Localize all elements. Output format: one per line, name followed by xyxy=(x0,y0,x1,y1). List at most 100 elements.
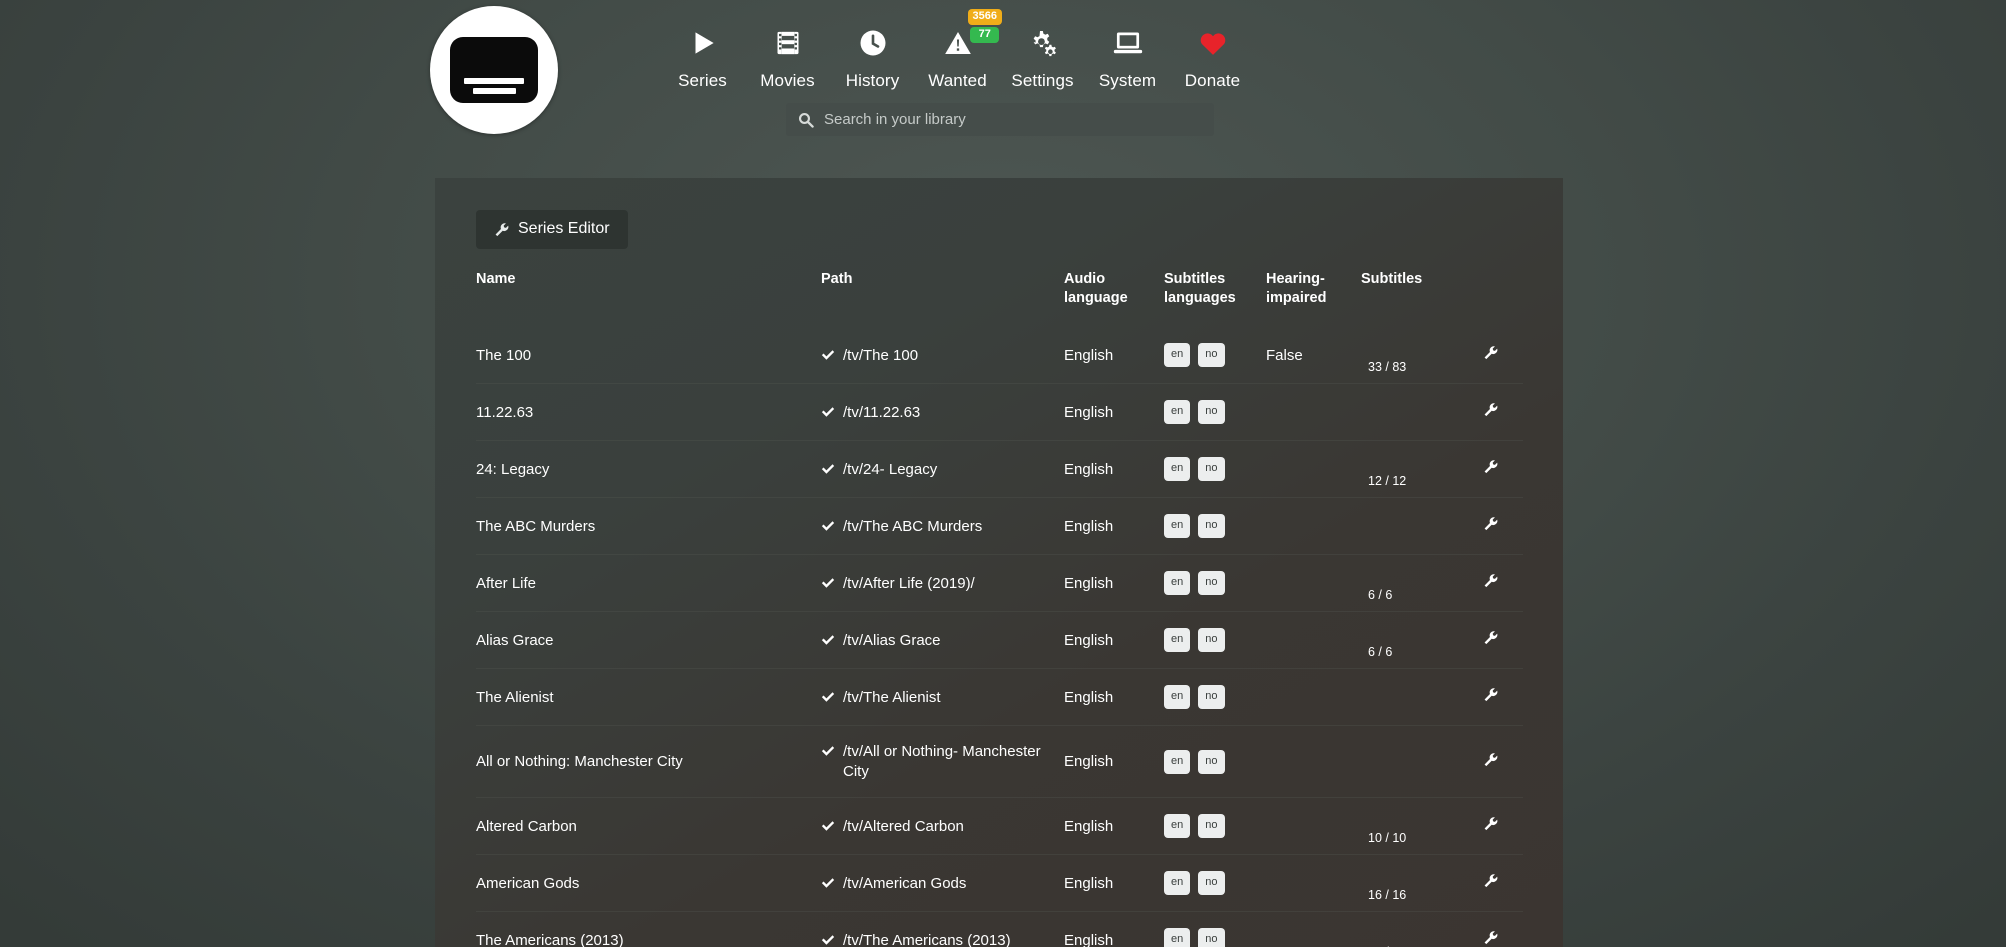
wrench-icon[interactable] xyxy=(1483,459,1498,474)
cell-subtitles-languages: en no xyxy=(1164,327,1266,384)
cell-series-name[interactable]: All or Nothing: Manchester City xyxy=(476,725,821,798)
table-row[interactable]: American Gods/tv/American Gods English en n… xyxy=(476,854,1523,912)
check-icon xyxy=(821,690,835,704)
cell-row-action[interactable] xyxy=(1483,497,1523,555)
table-row[interactable]: All or Nothing: Manchester City/tv/All o… xyxy=(476,725,1523,798)
series-name-link[interactable]: All or Nothing: Manchester City xyxy=(476,753,683,770)
series-name-link[interactable]: After Life xyxy=(476,574,537,592)
cell-series-name[interactable]: The 100 xyxy=(476,327,821,384)
nav-item-system[interactable]: System xyxy=(1085,16,1170,91)
series-name-link[interactable]: 11.22.63 xyxy=(476,403,534,421)
cell-audio-language: English xyxy=(1064,497,1164,555)
wrench-icon[interactable] xyxy=(1483,752,1498,767)
wrench-icon[interactable] xyxy=(1483,687,1498,702)
cell-row-action[interactable] xyxy=(1483,797,1523,855)
language-pill-group: en no xyxy=(1164,400,1266,425)
cell-series-name[interactable]: American Gods xyxy=(476,854,821,912)
app-logo[interactable] xyxy=(430,6,558,134)
nav-item-series[interactable]: Series xyxy=(660,16,745,91)
cell-series-name[interactable]: Altered Carbon xyxy=(476,797,821,855)
cell-subtitles-languages: en no xyxy=(1164,554,1266,612)
table-row[interactable]: The Alienist/tv/The Alienist English en no xyxy=(476,668,1523,726)
series-name-link[interactable]: American Gods xyxy=(476,874,580,892)
cell-subtitles-languages: en no xyxy=(1164,611,1266,669)
language-pill: en xyxy=(1164,400,1191,425)
cell-subtitles-progress: 43 / 75 xyxy=(1361,911,1483,947)
cell-row-action[interactable] xyxy=(1483,327,1523,384)
nav-item-settings[interactable]: Settings xyxy=(1000,16,1085,91)
search-bar[interactable] xyxy=(786,103,1214,136)
check-icon xyxy=(821,933,835,947)
check-icon xyxy=(821,633,835,647)
cell-hearing-impaired xyxy=(1266,854,1361,912)
column-header-subtitles-languages[interactable]: Subtitles languages xyxy=(1164,271,1236,307)
wrench-icon[interactable] xyxy=(1483,873,1498,888)
language-pill: no xyxy=(1198,514,1225,539)
table-row[interactable]: After Life/tv/After Life (2019)/ English e… xyxy=(476,554,1523,612)
cell-row-action[interactable] xyxy=(1483,854,1523,912)
series-name-link[interactable]: The Alienist xyxy=(476,688,554,706)
cell-row-action[interactable] xyxy=(1483,383,1523,441)
nav-item-wanted[interactable]: 3566 77 Wanted xyxy=(915,9,1002,91)
nav-label-series: Series xyxy=(678,71,727,90)
series-name-link[interactable]: The Americans (2013) xyxy=(476,931,624,947)
cell-row-action[interactable] xyxy=(1483,911,1523,947)
nav-item-donate[interactable]: Donate xyxy=(1170,16,1255,91)
check-icon xyxy=(821,576,835,590)
column-header-name[interactable]: Name xyxy=(476,271,516,287)
series-editor-button[interactable]: Series Editor xyxy=(476,210,628,249)
cell-subtitles-languages: en no xyxy=(1164,854,1266,912)
cell-subtitles-languages: en no xyxy=(1164,911,1266,947)
cell-audio-language: English xyxy=(1064,911,1164,947)
cell-series-name[interactable]: The Alienist xyxy=(476,668,821,726)
series-name-link[interactable]: Alias Grace xyxy=(476,631,554,649)
badge-wanted-episodes: 3566 xyxy=(967,9,1002,25)
cell-series-name[interactable]: Alias Grace xyxy=(476,611,821,669)
wrench-icon xyxy=(494,222,509,237)
wrench-icon[interactable] xyxy=(1483,345,1498,360)
cell-path: /tv/11.22.63 xyxy=(821,383,1064,441)
language-pill: en xyxy=(1164,457,1191,482)
nav-item-history[interactable]: History xyxy=(830,16,915,91)
cell-series-name[interactable]: The ABC Murders xyxy=(476,497,821,555)
table-row[interactable]: The 100/tv/The 100EnglishennoFalse33 / 8… xyxy=(476,327,1523,384)
wrench-icon[interactable] xyxy=(1483,573,1498,588)
search-input[interactable] xyxy=(824,111,1202,128)
column-header-subtitles[interactable]: Subtitles xyxy=(1361,271,1423,287)
cell-row-action[interactable] xyxy=(1483,440,1523,498)
series-name-link[interactable]: The ABC Murders xyxy=(476,517,596,535)
language-pill-group: en no xyxy=(1164,928,1266,947)
language-pill-group: en no xyxy=(1164,871,1266,896)
wrench-icon[interactable] xyxy=(1483,516,1498,531)
nav-item-movies[interactable]: Movies xyxy=(745,16,830,91)
table-row[interactable]: The ABC Murders/tv/The ABC Murders Englis… xyxy=(476,497,1523,555)
series-name-link[interactable]: 24: Legacy xyxy=(476,460,550,478)
table-row[interactable]: 11.22.63/tv/11.22.63 English en no xyxy=(476,383,1523,441)
cell-series-name[interactable]: 24: Legacy xyxy=(476,440,821,498)
cell-row-action[interactable] xyxy=(1483,668,1523,726)
column-header-hearing-impaired[interactable]: Hearing-impaired xyxy=(1266,271,1327,307)
cell-row-action[interactable] xyxy=(1483,554,1523,612)
series-name-link[interactable]: The 100 xyxy=(476,346,532,364)
wrench-icon[interactable] xyxy=(1483,816,1498,831)
cell-row-action[interactable] xyxy=(1483,611,1523,669)
path-text: /tv/The ABC Murders xyxy=(843,517,983,535)
language-pill: en xyxy=(1164,749,1191,774)
cell-path: /tv/All or Nothing- Manchester City xyxy=(821,725,1064,798)
table-row[interactable]: The Americans (2013) /tv/The Americans (2… xyxy=(476,911,1523,947)
series-name-link[interactable]: Altered Carbon xyxy=(476,817,577,835)
wrench-icon[interactable] xyxy=(1483,930,1498,945)
column-header-path[interactable]: Path xyxy=(821,271,853,287)
table-row[interactable]: Altered Carbon/tv/Altered Carbon English e… xyxy=(476,797,1523,855)
cell-audio-language: English xyxy=(1064,668,1164,726)
wrench-icon[interactable] xyxy=(1483,630,1498,645)
cell-series-name[interactable]: After Life xyxy=(476,554,821,612)
column-header-audio-language[interactable]: Audio language xyxy=(1064,271,1128,307)
cell-series-name[interactable]: The Americans (2013) xyxy=(476,911,821,947)
cell-series-name[interactable]: 11.22.63 xyxy=(476,383,821,441)
hearing-impaired-value: False xyxy=(1266,346,1303,364)
cell-row-action[interactable] xyxy=(1483,725,1523,798)
wrench-icon[interactable] xyxy=(1483,402,1498,417)
